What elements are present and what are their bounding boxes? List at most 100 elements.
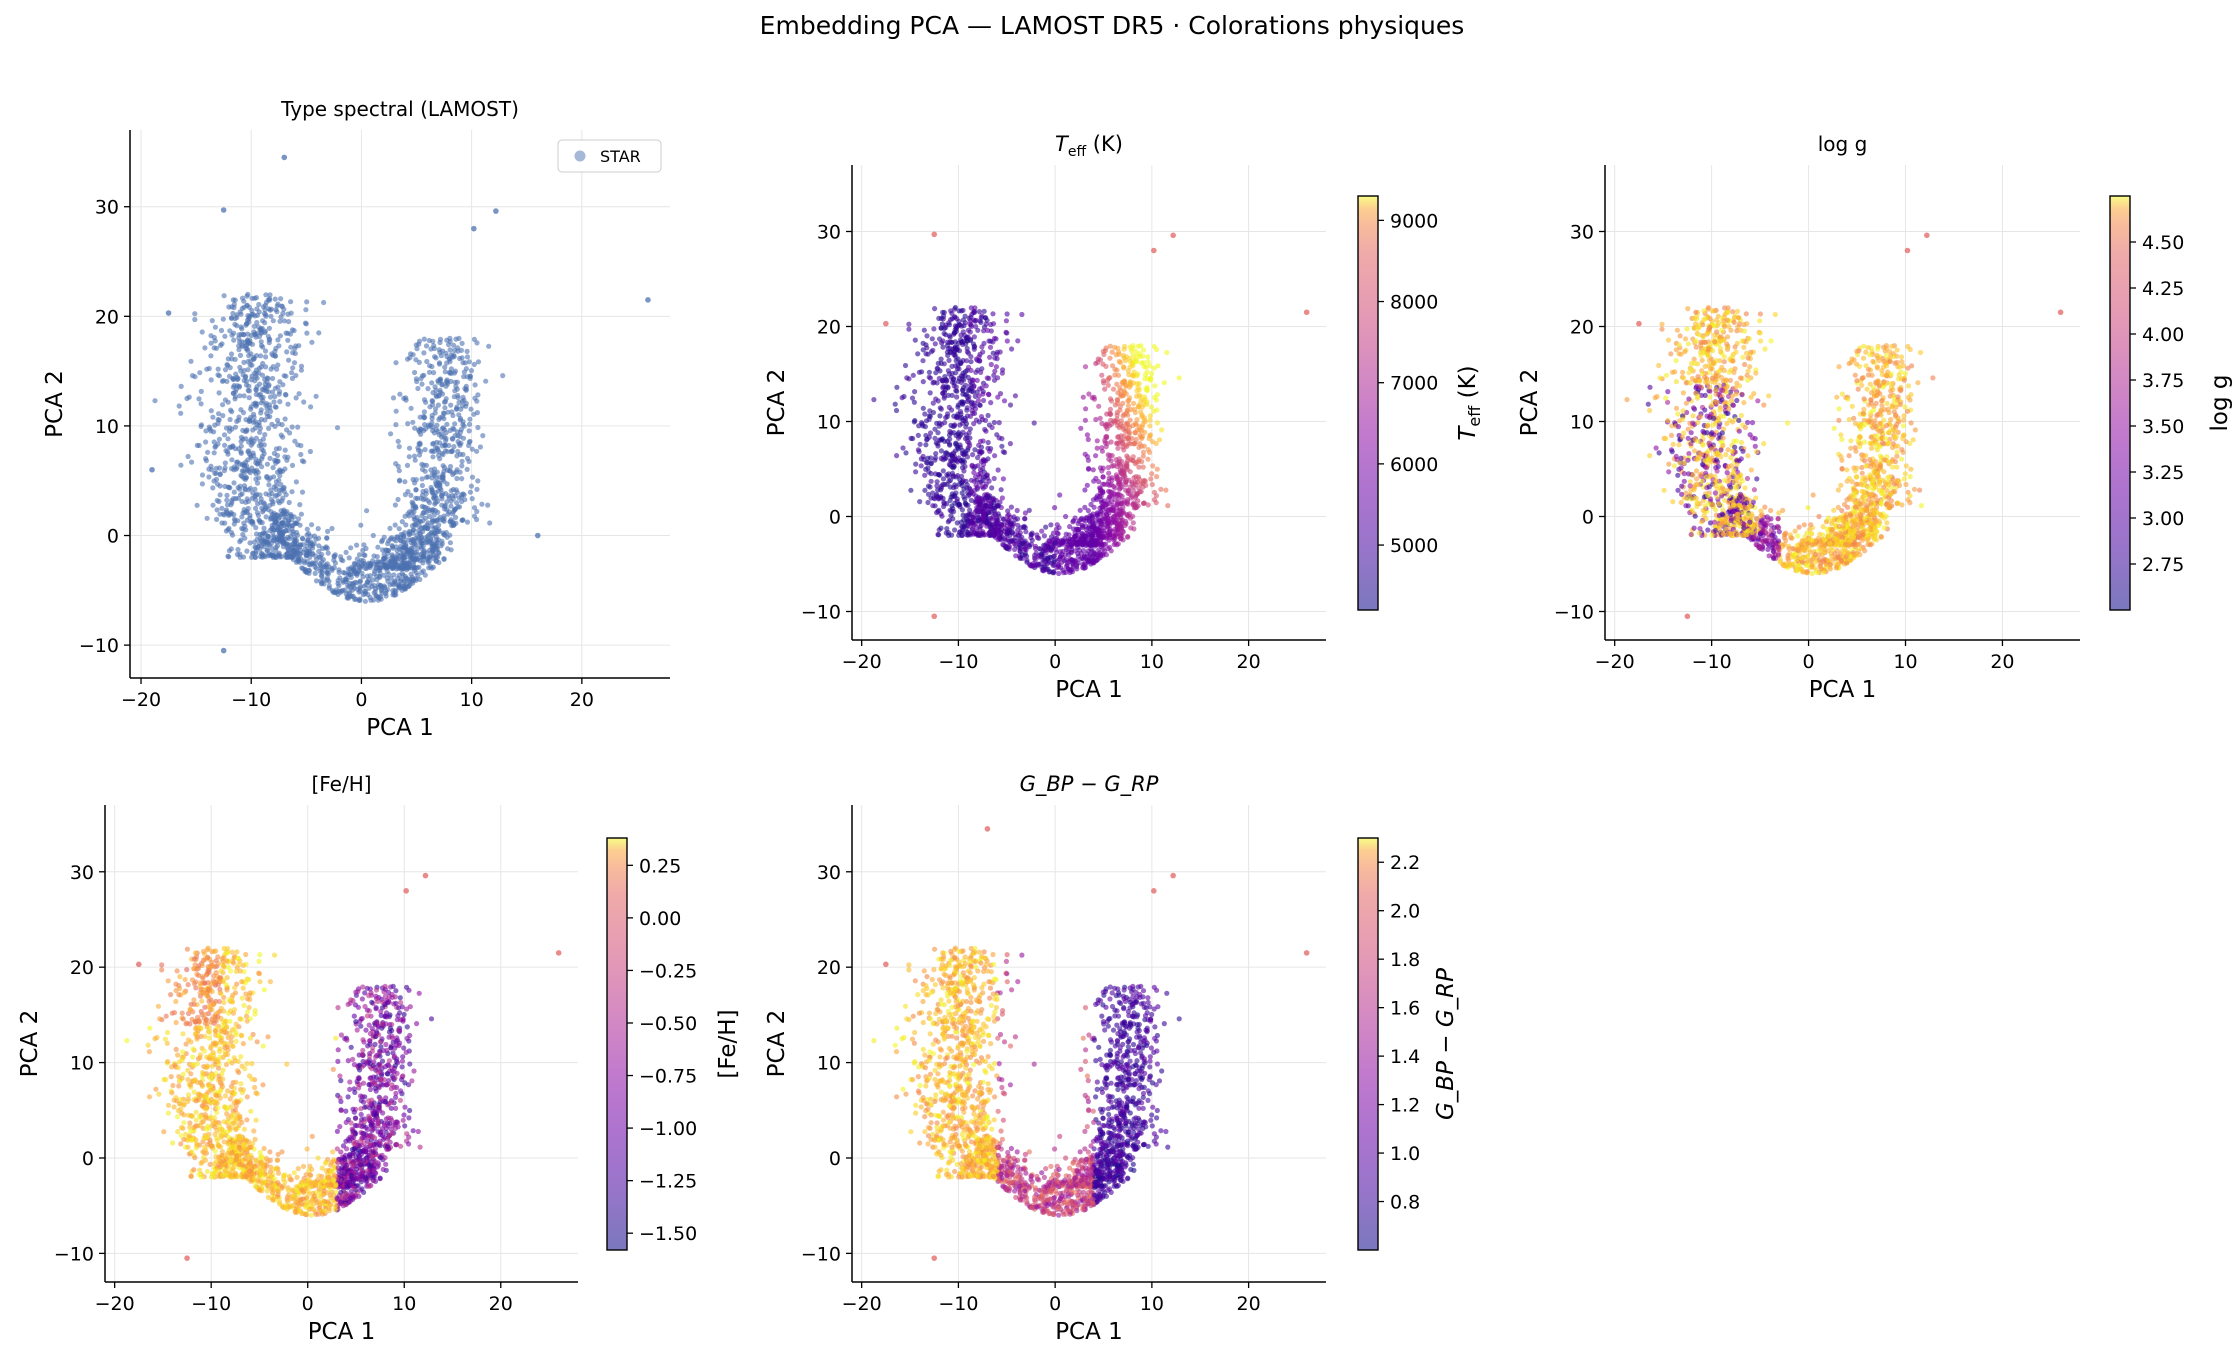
scatter-point [316, 548, 322, 555]
scatter-point [973, 493, 979, 499]
scatter-point [225, 553, 231, 559]
scatter-point [412, 480, 418, 486]
scatter-point [1137, 354, 1143, 360]
scatter-point [944, 472, 950, 478]
scatter-point [920, 405, 926, 411]
scatter-point [935, 441, 941, 447]
scatter-point [254, 401, 260, 407]
scatter-point [1911, 486, 1918, 492]
scatter-point [991, 372, 997, 378]
scatter-point [474, 508, 480, 515]
scatter-point [417, 530, 423, 536]
scatter-point [956, 532, 962, 538]
scatter-point [974, 484, 981, 490]
scatter-point [410, 505, 416, 512]
scatter-point [196, 442, 202, 449]
scatter-point [965, 447, 971, 453]
scatter-point [248, 414, 254, 421]
scatter-point [224, 378, 230, 384]
scatter-point [995, 394, 1001, 400]
scatter-point [299, 565, 305, 571]
scatter-point [987, 344, 994, 350]
scatter-point [420, 560, 426, 566]
scatter-point [320, 557, 326, 563]
x-tick-label: 0 [355, 689, 367, 711]
scatter-point [991, 419, 997, 426]
scatter-point [244, 428, 250, 434]
scatter-point [908, 487, 914, 493]
scatter-point [203, 458, 209, 464]
scatter-point [1104, 481, 1110, 487]
scatter-point [422, 535, 428, 541]
scatter-point [1085, 557, 1091, 564]
scatter-point [435, 537, 441, 543]
scatter-point [356, 597, 362, 603]
scatter-point [271, 535, 277, 541]
scatter-point [976, 309, 983, 315]
scatter-point [246, 395, 252, 401]
scatter-point [1154, 466, 1160, 472]
scatter-point [222, 442, 228, 448]
scatter-point [236, 343, 242, 349]
scatter-point [480, 433, 486, 439]
x-tick-label: −10 [231, 689, 271, 711]
scatter-point [444, 421, 450, 427]
colorbar-tick-label: 9000 [1390, 210, 1438, 232]
scatter-point [208, 377, 214, 383]
scatter-point [953, 440, 959, 446]
scatter-point [456, 399, 462, 406]
y-tick-label: 30 [817, 222, 841, 244]
scatter-point [448, 402, 454, 408]
scatter-point [994, 519, 1000, 525]
scatter-point [351, 585, 357, 591]
scatter-point [1084, 432, 1090, 438]
scatter-point [356, 552, 363, 558]
scatter-point [385, 547, 391, 554]
scatter-point [947, 334, 953, 340]
scatter-point [1145, 456, 1151, 462]
scatter-point [1050, 570, 1056, 576]
scatter-point [458, 440, 464, 446]
scatter-point [410, 352, 416, 358]
scatter-point [395, 562, 401, 568]
scatter-point [987, 448, 993, 454]
scatter-point [464, 466, 470, 472]
scatter-point [1099, 448, 1105, 454]
scatter-point [1096, 403, 1102, 409]
scatter-point [449, 448, 455, 454]
scatter-point [312, 564, 318, 570]
scatter-point [1125, 513, 1131, 519]
scatter-point [1117, 407, 1123, 413]
scatter-point [374, 554, 380, 560]
scatter-point [1120, 400, 1126, 406]
scatter-point [245, 348, 251, 354]
scatter-point [1034, 532, 1040, 538]
scatter-point [402, 479, 408, 485]
scatter-point [467, 489, 473, 495]
scatter-point [364, 508, 370, 514]
scatter-point [254, 491, 260, 497]
scatter-point [340, 569, 346, 576]
scatter-point [387, 525, 393, 532]
scatter-point [904, 375, 910, 381]
scatter-point [247, 512, 253, 519]
scatter-point [1130, 520, 1136, 526]
scatter-point [424, 525, 430, 532]
scatter-point [277, 318, 283, 324]
scatter-point [283, 392, 289, 398]
scatter-point [263, 491, 269, 497]
scatter-point [957, 361, 964, 367]
scatter-point [309, 522, 315, 528]
scatter-point [996, 435, 1002, 441]
scatter-point [274, 492, 280, 498]
scatter-point [1078, 535, 1084, 542]
scatter-point [239, 305, 245, 312]
scatter-point [479, 501, 485, 507]
scatter-point [198, 422, 205, 428]
scatter-point [1091, 551, 1097, 557]
scatter-point [966, 430, 972, 436]
scatter-point [929, 336, 935, 342]
scatter-point [189, 459, 195, 465]
scatter-point [906, 326, 912, 332]
